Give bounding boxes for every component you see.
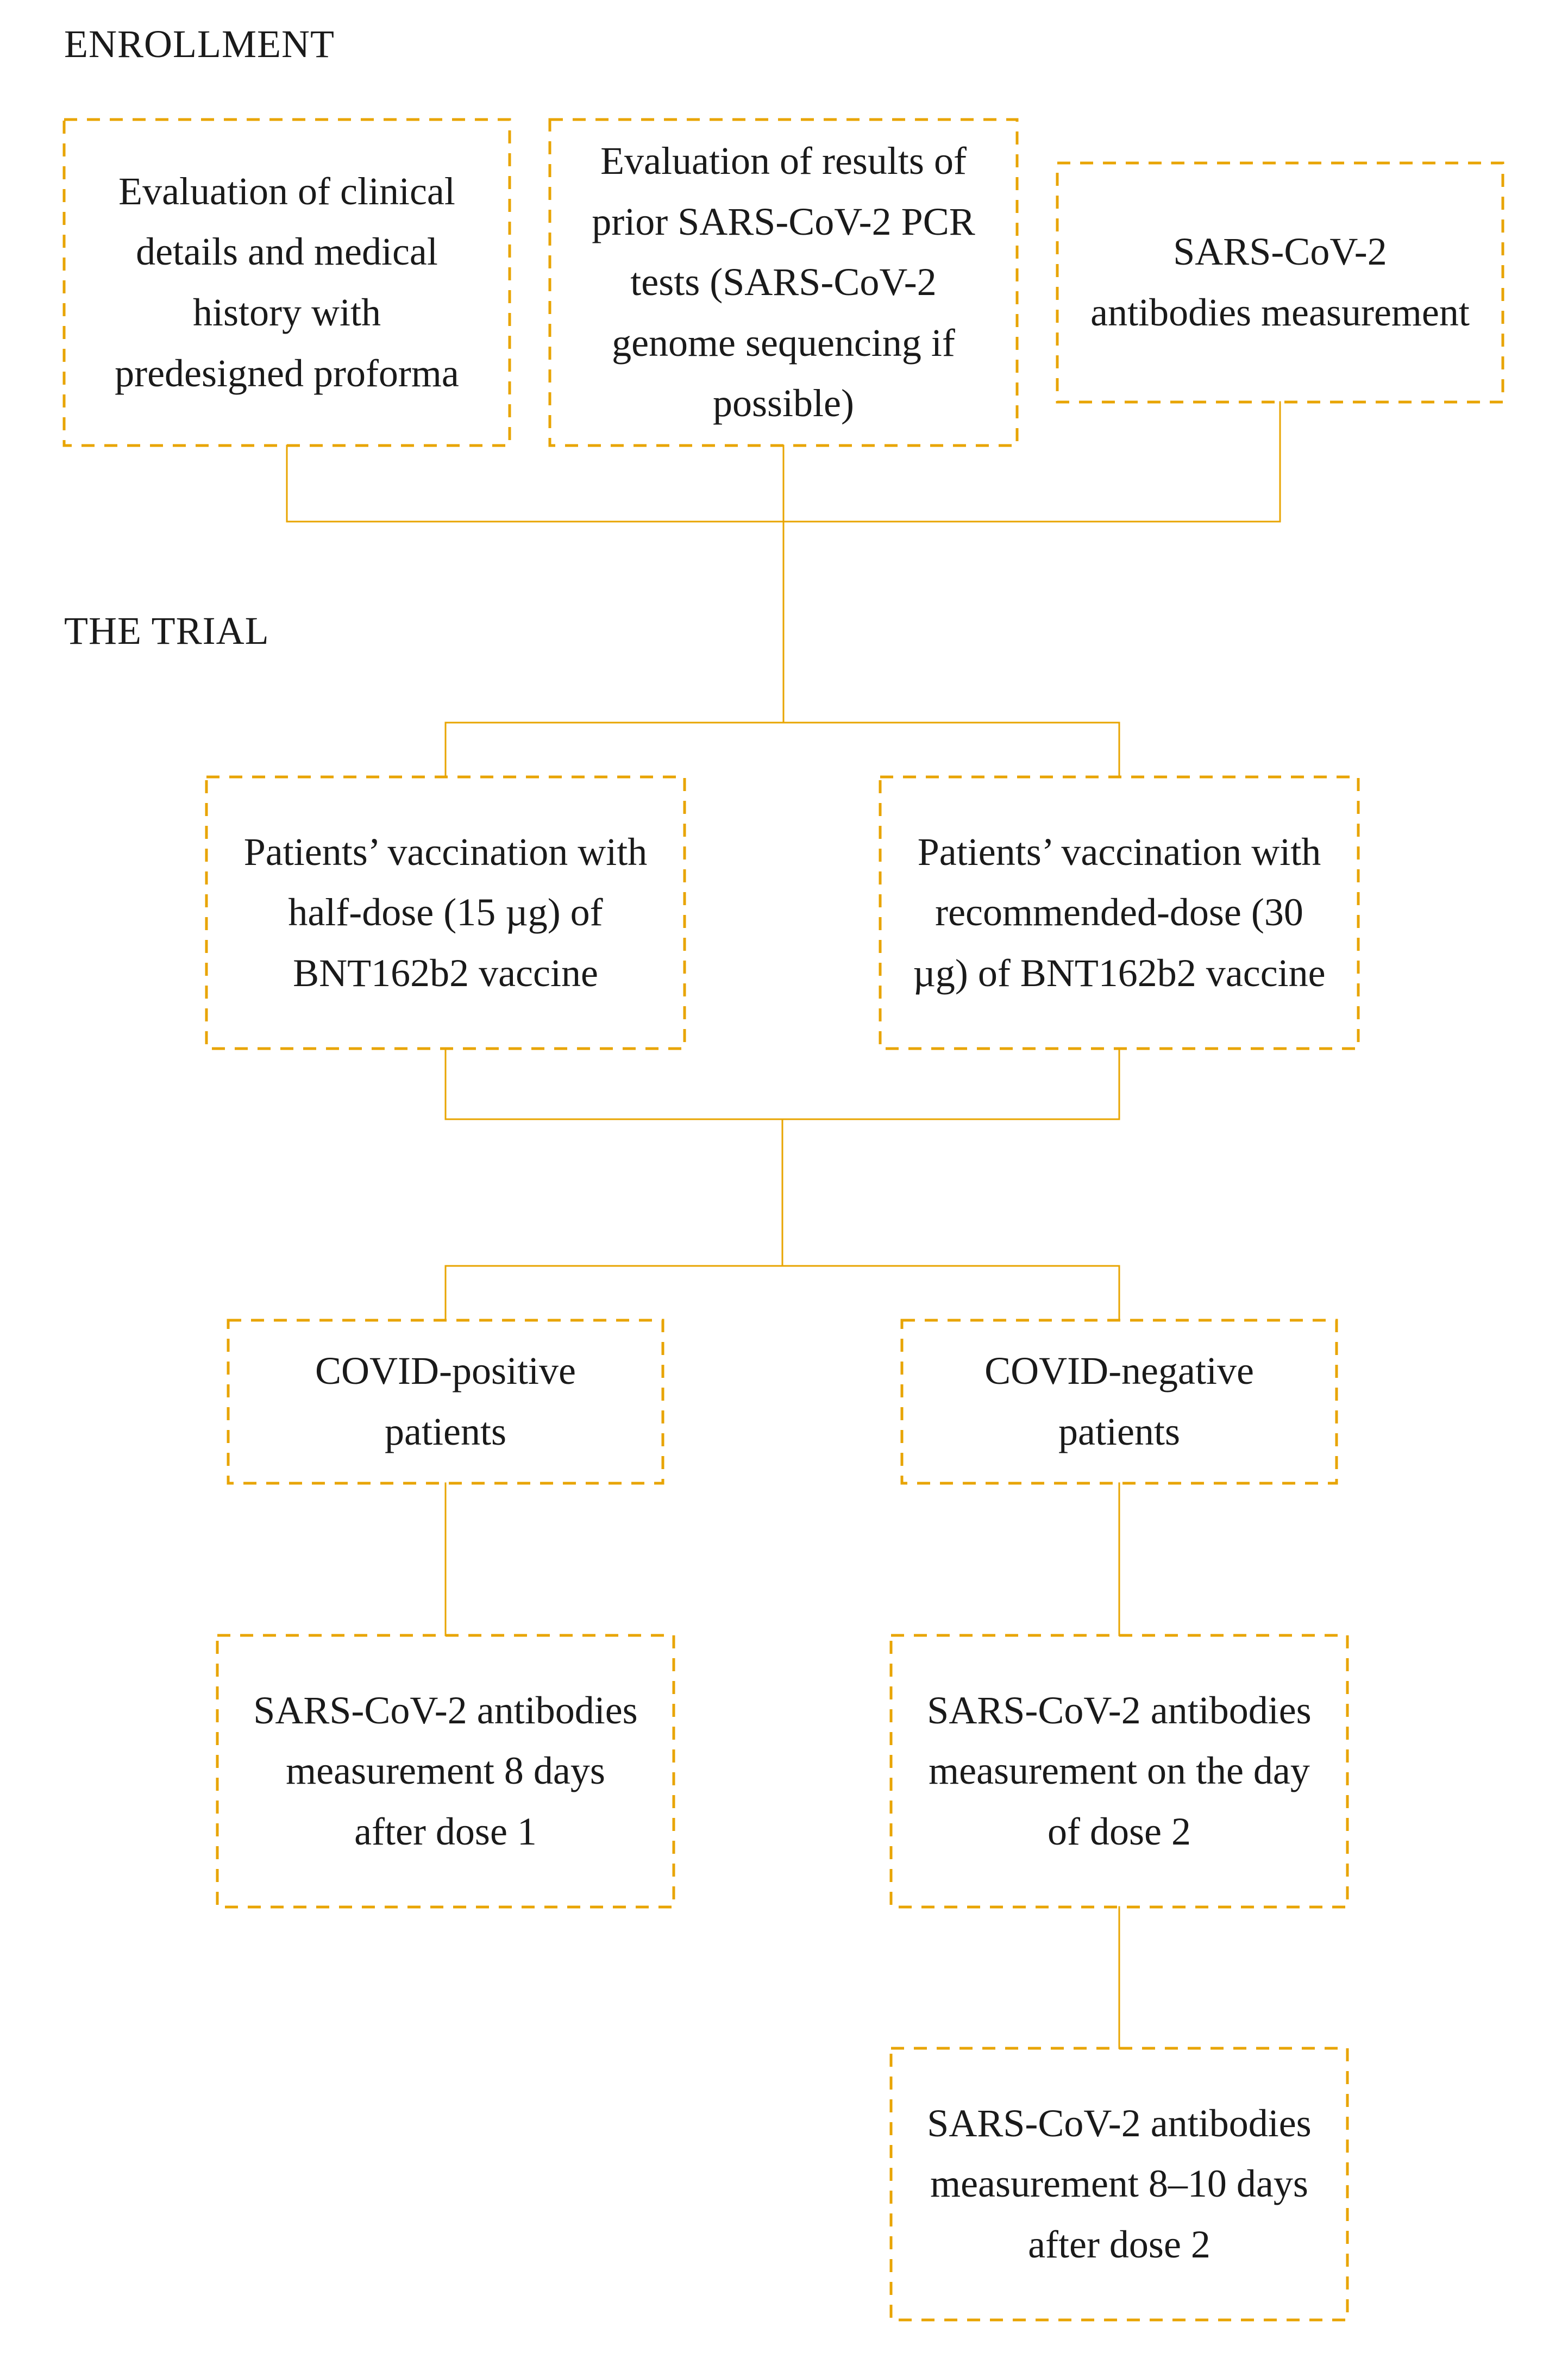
box-trial-left: Patients’ vaccination with half-dose (15…: [206, 777, 685, 1049]
box-meas-left: SARS-CoV-2 antibodies measurement 8 days…: [217, 1635, 674, 1907]
box-enroll-right: SARS-CoV-2 antibodies measurement: [1057, 163, 1503, 402]
box-cov-positive: COVID-positive patients: [228, 1320, 663, 1483]
flowchart-canvas: ENROLLMENT THE TRIAL Evaluation of clini…: [0, 0, 1568, 2371]
heading-enrollment: ENROLLMENT: [64, 22, 335, 67]
heading-the-trial: THE TRIAL: [64, 609, 269, 654]
box-meas-right: SARS-CoV-2 antibodies measurement on the…: [891, 1635, 1347, 1907]
box-trial-right: Patients’ vaccination with recommended-d…: [880, 777, 1358, 1049]
box-enroll-mid: Evaluation of results of prior SARS-CoV-…: [550, 120, 1017, 446]
box-meas-right-2: SARS-CoV-2 antibodies measurement 8–10 d…: [891, 2048, 1347, 2320]
box-cov-negative: COVID-negative patients: [902, 1320, 1337, 1483]
box-enroll-left: Evaluation of clinical details and medic…: [64, 120, 510, 446]
